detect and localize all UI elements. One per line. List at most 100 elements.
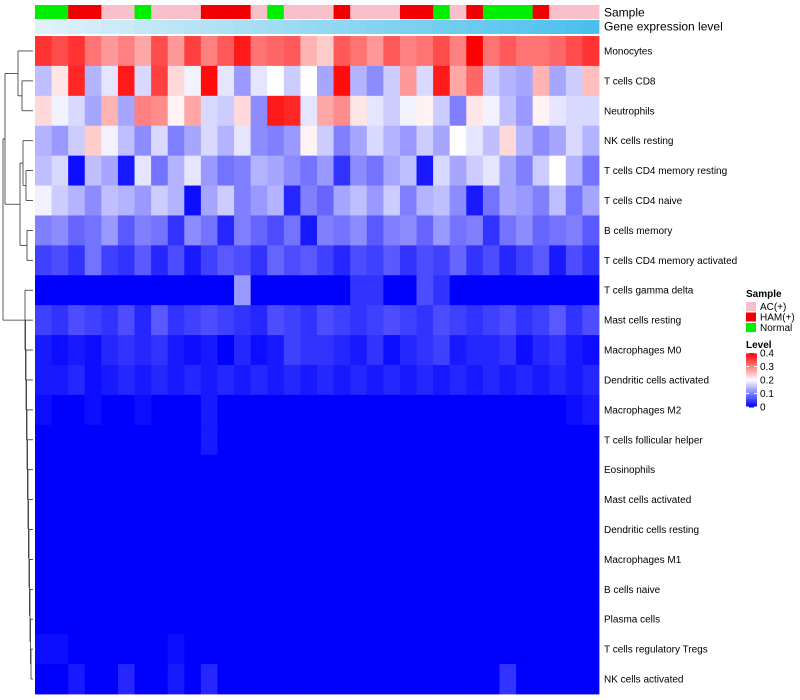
heatmap-cell bbox=[84, 36, 102, 67]
heatmap-cell bbox=[151, 604, 169, 635]
heatmap-cell bbox=[134, 185, 152, 216]
heatmap-cell bbox=[84, 95, 102, 127]
heatmap-cell bbox=[333, 95, 351, 127]
heatmap-cell bbox=[350, 604, 368, 635]
heatmap-cell bbox=[532, 275, 550, 306]
heatmap-cell bbox=[416, 424, 434, 456]
heatmap-cell bbox=[449, 215, 467, 246]
heatmap-cell bbox=[482, 36, 500, 67]
heatmap-cell bbox=[283, 424, 301, 456]
heatmap-cell bbox=[117, 544, 135, 575]
gene-level-cell bbox=[383, 20, 401, 34]
heatmap-cell bbox=[366, 65, 384, 97]
heatmap-cell bbox=[433, 245, 451, 276]
heatmap-cell bbox=[466, 365, 484, 396]
heatmap-cell bbox=[482, 95, 500, 127]
heatmap-cell bbox=[416, 544, 434, 575]
heatmap-cell bbox=[549, 95, 567, 127]
heatmap-cell bbox=[366, 394, 384, 426]
heatmap-cell bbox=[167, 394, 185, 426]
heatmap-cell bbox=[383, 604, 401, 635]
heatmap-cell bbox=[101, 664, 119, 695]
level-gradient-step bbox=[746, 353, 757, 355]
heatmap-cell bbox=[399, 604, 417, 635]
heatmap-cell bbox=[433, 394, 451, 426]
sample-cell bbox=[51, 5, 69, 19]
heatmap-cell bbox=[167, 365, 185, 396]
heatmap-cell bbox=[333, 335, 351, 366]
heatmap-cell bbox=[35, 514, 52, 545]
level-gradient-step bbox=[746, 371, 757, 374]
heatmap-cell bbox=[317, 155, 334, 186]
heatmap-cell bbox=[68, 634, 86, 665]
heatmap-cell bbox=[549, 365, 567, 396]
heatmap-cell bbox=[51, 95, 69, 127]
gene-level-cell bbox=[35, 20, 52, 34]
heatmap-cell bbox=[532, 394, 550, 426]
gene-level-cell bbox=[482, 20, 500, 34]
heatmap-cell bbox=[35, 65, 52, 97]
heatmap-cell bbox=[200, 604, 218, 635]
heatmap-cell bbox=[549, 125, 567, 157]
heatmap-cell bbox=[300, 275, 318, 306]
heatmap-cell bbox=[582, 125, 600, 157]
heatmap-cell bbox=[482, 484, 500, 515]
heatmap-cell bbox=[151, 155, 169, 186]
heatmap-cell bbox=[134, 604, 152, 635]
heatmap-cell bbox=[250, 514, 268, 545]
heatmap-cell bbox=[117, 454, 135, 486]
gene-level-cell bbox=[51, 20, 69, 34]
heatmap-cell bbox=[383, 36, 401, 67]
level-gradient-step bbox=[746, 401, 757, 404]
heatmap-cell bbox=[167, 275, 185, 306]
heatmap-cell bbox=[51, 634, 69, 665]
heatmap-cell bbox=[68, 215, 86, 246]
sample-legend-label: HAM(+) bbox=[760, 313, 795, 324]
heatmap-cell bbox=[383, 155, 401, 186]
heatmap-cell bbox=[366, 215, 384, 246]
sample-cell bbox=[250, 5, 268, 19]
heatmap-cell bbox=[267, 574, 285, 605]
heatmap-cell bbox=[366, 125, 384, 157]
heatmap-cell bbox=[117, 484, 135, 515]
heatmap-cell bbox=[84, 574, 102, 605]
heatmap-cell bbox=[565, 65, 583, 97]
heatmap-cell bbox=[267, 424, 285, 456]
heatmap-cell bbox=[200, 305, 218, 336]
heatmap-cell bbox=[200, 125, 218, 157]
heatmap-cell bbox=[68, 95, 86, 127]
heatmap-cell bbox=[333, 424, 351, 456]
heatmap-cell bbox=[200, 155, 218, 186]
heatmap-cell bbox=[68, 394, 86, 426]
heatmap-cell bbox=[250, 185, 268, 216]
heatmap-cell bbox=[267, 275, 285, 306]
heatmap-cell bbox=[117, 394, 135, 426]
heatmap-cell bbox=[482, 155, 500, 186]
sample-cell bbox=[449, 5, 467, 19]
heatmap-cell bbox=[217, 484, 235, 515]
heatmap-cell bbox=[151, 544, 169, 575]
sample-cell bbox=[217, 5, 235, 19]
heatmap-cell bbox=[117, 574, 135, 605]
heatmap-cell bbox=[68, 514, 86, 545]
heatmap-cell bbox=[532, 664, 550, 695]
gene-level-cell bbox=[167, 20, 185, 34]
heatmap-cell bbox=[300, 95, 318, 127]
heatmap-cell bbox=[466, 36, 484, 67]
heatmap-cell bbox=[134, 394, 152, 426]
heatmap-cell bbox=[516, 245, 534, 276]
heatmap-cell bbox=[416, 155, 434, 186]
heatmap-cell bbox=[416, 95, 434, 127]
heatmap-cell bbox=[516, 275, 534, 306]
heatmap-cell bbox=[283, 185, 301, 216]
heatmap-cell bbox=[499, 305, 517, 336]
heatmap-cell bbox=[184, 634, 202, 665]
heatmap-cell bbox=[383, 544, 401, 575]
heatmap-cell bbox=[51, 335, 69, 366]
gene-level-cell bbox=[333, 20, 351, 34]
heatmap-cell bbox=[565, 514, 583, 545]
row-label: Neutrophils bbox=[604, 106, 655, 117]
heatmap-cell bbox=[134, 664, 152, 695]
heatmap-cell bbox=[399, 514, 417, 545]
heatmap-cell bbox=[482, 634, 500, 665]
